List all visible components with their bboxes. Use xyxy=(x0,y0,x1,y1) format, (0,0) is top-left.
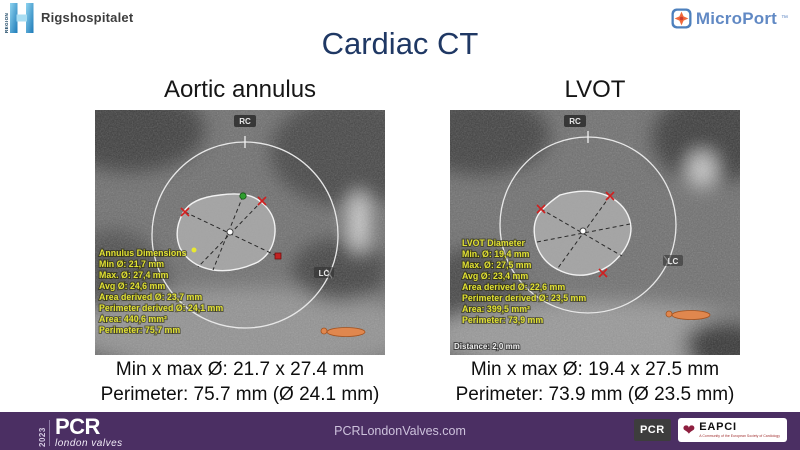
eapci-badge: ❤ EAPCI A Community of the European Soci… xyxy=(677,418,787,442)
ct-overlay-line: Perimeter: 75,7 mm xyxy=(99,325,180,335)
ct-overlay-line: Area: 399,5 mm² xyxy=(462,304,530,314)
caption-line: Perimeter: 73.9 mm (Ø 23.5 mm) xyxy=(455,384,735,405)
center-marker xyxy=(579,227,587,235)
caption-aortic-annulus: Min x max Ø: 21.7 x 27.4 mm Perimeter: 7… xyxy=(80,357,400,407)
eapci-text-block: EAPCI A Community of the European Societ… xyxy=(699,422,780,438)
footer-badges: PCR ❤ EAPCI A Community of the European … xyxy=(633,418,787,442)
pcr-london-valves-logo: 2023 PCR london valves xyxy=(38,416,123,449)
ct-overlay-line: Max. Ø: 27,4 mm xyxy=(99,270,169,280)
ct-overlay-measurements: Annulus Dimensions Min Ø: 21,7 mm Max. Ø… xyxy=(98,247,224,336)
caption-line: Min x max Ø: 19.4 x 27.5 mm xyxy=(470,359,720,380)
patient-orientation-icon xyxy=(320,327,366,337)
eapci-tagline: A Community of the European Society of C… xyxy=(699,433,780,438)
website-url: PCRLondonValves.com xyxy=(334,424,466,438)
caption-lvot: Min x max Ø: 19.4 x 27.5 mm Perimeter: 7… xyxy=(435,357,755,407)
green-marker xyxy=(239,192,247,200)
region-h-logo-icon xyxy=(10,3,34,33)
center-marker xyxy=(226,228,234,236)
ct-overlay-line: Avg Ø: 23,4 mm xyxy=(462,271,528,281)
caption-line: Perimeter: 75.7 mm (Ø 24.1 mm) xyxy=(100,384,380,405)
lc-label-box xyxy=(663,255,683,266)
slide-title: Cardiac CT xyxy=(321,26,479,61)
distance-label: Distance: 2,0 mm xyxy=(454,342,520,351)
pcr-badge: PCR xyxy=(633,419,671,441)
microport-logo: MicroPort ™ xyxy=(671,8,788,29)
pcr-subtitle: london valves xyxy=(55,438,123,449)
ct-overlay-title: Annulus Dimensions xyxy=(99,248,187,258)
hospital-logo: REGION Rigshospitalet xyxy=(4,3,133,33)
ct-overlay-line: Max. Ø: 27,5 mm xyxy=(462,260,532,270)
ct-overlay-line: Perimeter: 73,9 mm xyxy=(462,315,543,325)
ct-image-lvot: RC LC LVOT Diameter Min. Ø: 19,4 mm Max.… xyxy=(450,110,740,355)
rc-label-box xyxy=(564,115,586,127)
red-x-markers xyxy=(536,191,615,278)
ct-overlay-line: Perimeter derived Ø: 23,5 mm xyxy=(462,293,586,303)
caption-line: Min x max Ø: 21.7 x 27.4 mm xyxy=(115,359,365,380)
rc-label: RC xyxy=(239,117,251,126)
rc-label-box xyxy=(234,115,256,127)
panel-heading-lvot: LVOT xyxy=(564,76,626,103)
logo-divider xyxy=(49,419,50,446)
ct-overlay-line: Min. Ø: 19,4 mm xyxy=(462,249,530,259)
ct-overlay-line: Area: 440,6 mm² xyxy=(99,314,167,324)
eapci-name: EAPCI xyxy=(699,421,737,433)
pcr-wordmark: PCR xyxy=(55,414,100,439)
annulus-contour xyxy=(176,193,276,272)
pcr-wordmark-stack: PCR london valves xyxy=(55,416,123,449)
lc-label: LC xyxy=(668,257,679,266)
ct-overlay-line: Min Ø: 21,7 mm xyxy=(99,259,164,269)
microport-name: MicroPort xyxy=(695,8,777,28)
ct-image-aortic-annulus: RC LC Annulus Dimensions Min Ø: 21,7 mm … xyxy=(95,110,385,355)
ct-overlay-line: Area derived Ø: 22,6 mm xyxy=(462,282,565,292)
yellow-dot-marker xyxy=(191,247,197,253)
hospital-name: Rigshospitalet xyxy=(41,10,134,25)
red-marker xyxy=(274,252,282,260)
heart-icon: ❤ xyxy=(682,421,696,439)
rc-label: RC xyxy=(569,117,581,126)
ct-overlay-measurements: LVOT Diameter Min. Ø: 19,4 mm Max. Ø: 27… xyxy=(461,237,587,326)
panel-heading-aortic-annulus: Aortic annulus xyxy=(163,76,317,103)
red-x-markers xyxy=(180,196,267,217)
microport-trademark: ™ xyxy=(781,15,788,22)
lc-label: LC xyxy=(319,269,330,278)
ct-overlay-line: Area derived Ø: 23,7 mm xyxy=(99,292,202,302)
ct-overlay-line: Perimeter derived Ø: 24,1 mm xyxy=(99,303,223,313)
patient-orientation-icon xyxy=(665,310,711,320)
ct-overlay-title: LVOT Diameter xyxy=(462,238,525,248)
microport-icon xyxy=(671,8,692,29)
ct-overlay-line: Avg Ø: 24,6 mm xyxy=(99,281,165,291)
lc-label-box xyxy=(314,267,334,278)
footer: 2023 PCR london valves PCRLondonValves.c… xyxy=(0,412,800,450)
